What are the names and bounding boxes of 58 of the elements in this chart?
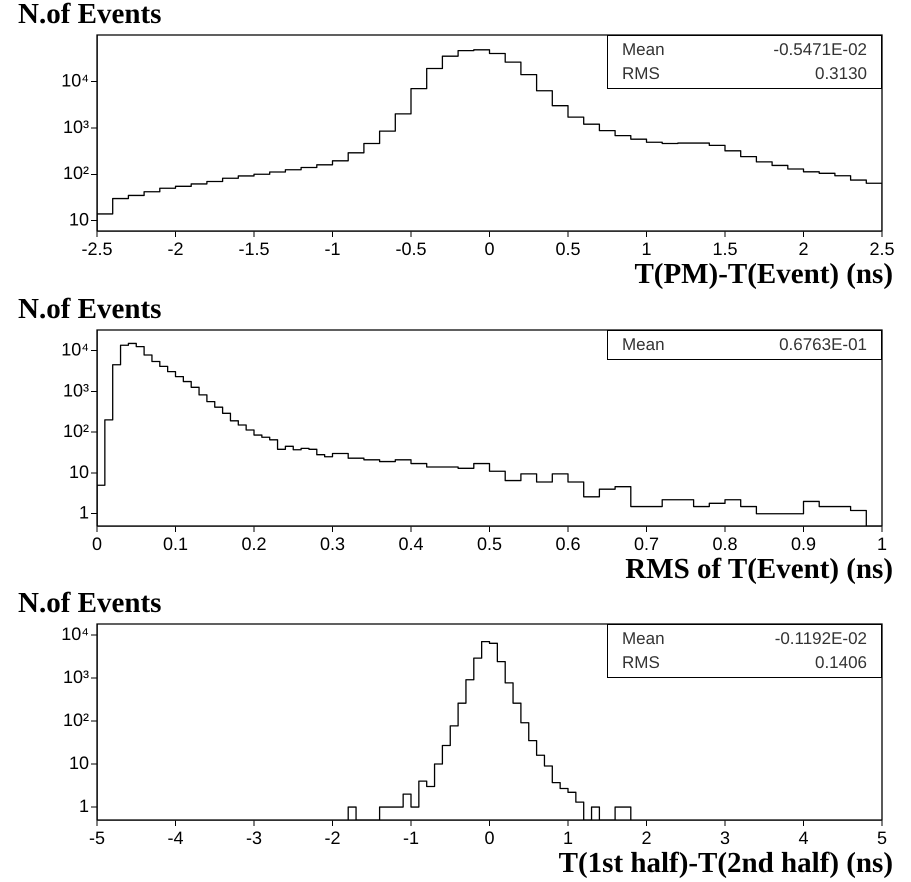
x-tick-label: 2.5 bbox=[869, 238, 895, 259]
x-tick-label: -4 bbox=[167, 828, 184, 848]
y-axis-title: N.of Events bbox=[18, 587, 162, 620]
text: RMS 0.3130 bbox=[622, 64, 867, 83]
y-tick-label: 1 bbox=[78, 502, 89, 523]
x-tick-label: 0.2 bbox=[241, 534, 267, 554]
x-tick-label: 5 bbox=[876, 828, 888, 848]
y-tick-label: 10³ bbox=[62, 666, 90, 687]
x-tick-label: -2.5 bbox=[81, 238, 113, 259]
y-tick-label: 10³ bbox=[62, 380, 90, 400]
x-tick-label: -0.5 bbox=[395, 238, 427, 259]
x-tick-label: 1.5 bbox=[712, 238, 738, 259]
x-tick-label: 0.8 bbox=[712, 534, 738, 554]
x-tick-label: 2 bbox=[798, 238, 809, 259]
y-tick-label: 10² bbox=[62, 710, 90, 730]
x-tick-label: 1 bbox=[876, 534, 888, 554]
x-tick-label: -5 bbox=[88, 828, 106, 848]
x-axis-title: T(PM)-T(Event) (ns) bbox=[634, 257, 893, 291]
x-tick-label: -1 bbox=[324, 238, 341, 259]
x-tick-label: 0 bbox=[484, 828, 495, 848]
x-tick-label: -1.5 bbox=[238, 238, 270, 259]
x-tick-label: 3 bbox=[720, 828, 730, 848]
x-tick-label: 0.9 bbox=[790, 534, 816, 554]
x-tick-label: -2 bbox=[324, 828, 341, 848]
y-tick-label: 10⁴ bbox=[61, 624, 89, 644]
x-tick-label: -1 bbox=[402, 828, 420, 848]
x-tick-label: 0.5 bbox=[555, 238, 581, 259]
x-tick-label: 1 bbox=[562, 828, 574, 848]
x-tick-label: 1 bbox=[641, 238, 652, 259]
y-tick-label: 10⁴ bbox=[61, 340, 89, 360]
y-tick-label: 10 bbox=[68, 753, 89, 773]
x-tick-label: 0 bbox=[484, 238, 495, 259]
text: RMS 0.1406 bbox=[622, 653, 867, 672]
text: Mean -0.1192E-02 bbox=[622, 629, 867, 648]
x-tick-label: 4 bbox=[798, 828, 809, 848]
x-tick-label: 0.3 bbox=[320, 534, 346, 554]
x-axis-title: T(1st half)-T(2nd half) (ns) bbox=[558, 846, 893, 880]
y-tick-label: 10 bbox=[68, 210, 89, 230]
y-axis-title: N.of Events bbox=[18, 293, 162, 326]
x-tick-label: 0.7 bbox=[634, 534, 660, 554]
x-tick-label: 0.5 bbox=[476, 534, 502, 554]
x-tick-label: 0.1 bbox=[162, 534, 188, 554]
text: Mean 0.6763E-01 bbox=[622, 335, 867, 354]
y-tick-label: 10⁴ bbox=[61, 70, 89, 90]
x-tick-label: -3 bbox=[246, 828, 262, 848]
y-tick-label: 10² bbox=[62, 421, 90, 442]
y-tick-label: 10³ bbox=[62, 116, 90, 137]
x-tick-label: 0.6 bbox=[555, 534, 581, 554]
x-tick-label: 0 bbox=[92, 534, 102, 554]
x-tick-label: 2 bbox=[641, 828, 652, 848]
text: Mean -0.5471E-02 bbox=[622, 40, 867, 59]
y-tick-label: 1 bbox=[78, 796, 89, 816]
y-tick-label: 10² bbox=[62, 163, 90, 184]
x-axis-title: RMS of T(Event) (ns) bbox=[625, 552, 893, 586]
y-axis-title: N.of Events bbox=[18, 0, 162, 31]
x-tick-label: -2 bbox=[167, 238, 184, 259]
x-tick-label: 0.4 bbox=[398, 534, 424, 554]
y-tick-label: 10 bbox=[68, 462, 89, 482]
